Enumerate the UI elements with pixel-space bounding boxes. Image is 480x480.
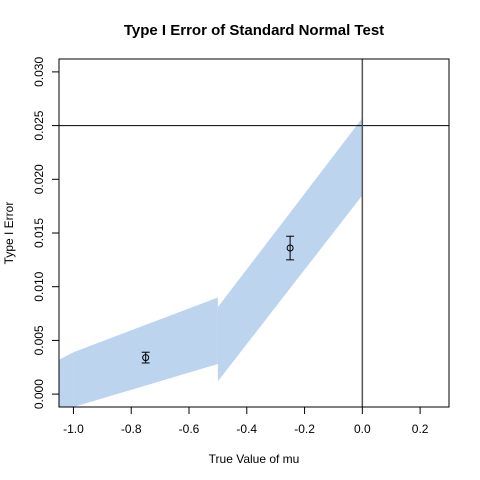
y-tick-label: 0.030: [32, 57, 46, 87]
x-tick-label: -0.2: [294, 422, 315, 436]
y-tick-label: 0.025: [32, 110, 46, 140]
reference-lines: [59, 59, 449, 407]
confidence-band-1: [59, 352, 74, 407]
data-point-2: [286, 235, 295, 261]
y-axis: 0.000 0.005 0.010 0.015 0.020 0.025 0.030: [32, 57, 59, 409]
x-tick-label: -0.6: [179, 422, 200, 436]
data-points: [141, 235, 295, 364]
x-axis: -1.0 -0.8 -0.6 -0.4 -0.2 0.0 0.2: [63, 407, 429, 436]
x-tick-label: -1.0: [63, 422, 84, 436]
x-tick-label: -0.8: [121, 422, 142, 436]
y-tick-label: 0.010: [32, 271, 46, 301]
x-tick-label: 0.2: [412, 422, 429, 436]
confidence-bands: [59, 118, 363, 407]
y-tick-label: 0.000: [32, 379, 46, 409]
y-tick-label: 0.015: [32, 218, 46, 248]
x-tick-label: -0.4: [236, 422, 257, 436]
y-tick-label: 0.005: [32, 325, 46, 355]
chart-title: Type I Error of Standard Normal Test: [124, 22, 384, 39]
point-marker: [142, 354, 150, 362]
x-tick-label: 0.0: [354, 422, 371, 436]
y-tick-label: 0.020: [32, 164, 46, 194]
data-point-1: [141, 351, 150, 364]
x-axis-label: True Value of mu: [209, 452, 300, 466]
y-axis-label: Type I Error: [2, 202, 16, 265]
point-marker: [286, 244, 294, 252]
